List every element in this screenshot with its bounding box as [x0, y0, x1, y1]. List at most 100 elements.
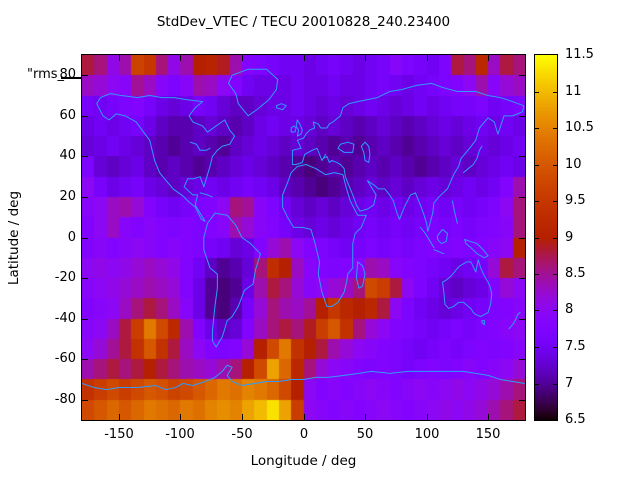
colorbar-tick-label: 8.5: [565, 266, 586, 281]
tick-mark: [242, 55, 243, 61]
tick-mark: [82, 319, 88, 320]
tick-mark: [535, 128, 539, 129]
tick-mark: [535, 384, 539, 385]
y-tick-label: 20: [59, 189, 76, 204]
tick-mark: [180, 414, 181, 420]
tick-mark: [553, 128, 557, 129]
tick-mark: [535, 310, 539, 311]
coastline-great-britain: [296, 120, 302, 136]
tick-mark: [82, 278, 88, 279]
coastline-new-zealand: [509, 313, 520, 329]
coastline-south-america: [204, 213, 261, 347]
colorbar-tick-label: 10.5: [565, 120, 594, 135]
tick-mark: [180, 55, 181, 61]
coastline-australia: [443, 260, 492, 317]
y-tick-label: -20: [54, 270, 76, 285]
x-tick-label: -100: [165, 427, 195, 442]
tick-mark: [82, 156, 88, 157]
colorbar-tick-label: 11: [565, 84, 582, 99]
tick-mark: [553, 310, 557, 311]
colorbar-tick-label: 7: [565, 376, 574, 391]
coastline-japan: [463, 146, 481, 172]
coastline-north-america: [97, 94, 235, 222]
y-tick-label: 40: [59, 148, 76, 163]
colorbar-tick-label: 9: [565, 230, 574, 245]
coastline-black-sea: [338, 142, 354, 152]
tick-mark: [553, 347, 557, 348]
colorbar-tick-label: 11.5: [565, 47, 594, 62]
tick-mark: [427, 414, 428, 420]
coastline-cuba: [200, 193, 212, 197]
tick-mark: [82, 75, 88, 76]
tick-mark: [488, 55, 489, 61]
tick-mark: [553, 384, 557, 385]
tick-mark: [519, 359, 525, 360]
tick-mark: [519, 197, 525, 198]
coastlines-overlay: [82, 55, 525, 420]
coastline-africa: [283, 165, 367, 307]
tick-mark: [535, 201, 539, 202]
colorbar-canvas: [535, 55, 557, 420]
tick-mark: [519, 238, 525, 239]
tick-mark: [82, 197, 88, 198]
tick-mark: [553, 238, 557, 239]
y-tick-label: 80: [59, 67, 76, 82]
tick-mark: [553, 165, 557, 166]
coastline-eurasia: [292, 83, 523, 231]
coastline-greenland: [228, 69, 277, 116]
tick-mark: [535, 274, 539, 275]
colorbar-tick-label: 10: [565, 157, 582, 172]
tick-mark: [519, 319, 525, 320]
x-tick-label: 100: [414, 427, 440, 442]
colorbar-tick-label: 7.5: [565, 339, 586, 354]
tick-mark: [535, 238, 539, 239]
tick-mark: [304, 55, 305, 61]
key-label: "rms_: [27, 67, 65, 82]
colorbar-tick-label: 6.5: [565, 412, 586, 427]
colorbar: [534, 54, 558, 421]
x-tick-label: 50: [356, 427, 374, 442]
chart-title: StdDev_VTEC / TECU 20010828_240.23400: [156, 14, 451, 30]
tick-mark: [535, 347, 539, 348]
y-tick-label: 0: [67, 230, 76, 245]
coastline-philippines: [452, 201, 457, 223]
x-axis-label: Longitude / deg: [250, 453, 357, 469]
y-tick-label: -80: [54, 392, 76, 407]
y-tick-label: -40: [54, 311, 76, 326]
y-axis-label: Latitude / deg: [6, 190, 22, 286]
x-tick-label: -150: [104, 427, 134, 442]
tick-mark: [519, 400, 525, 401]
tick-mark: [119, 55, 120, 61]
plot-area: [81, 54, 526, 421]
tick-mark: [119, 414, 120, 420]
tick-mark: [535, 92, 539, 93]
tick-mark: [553, 201, 557, 202]
tick-mark: [304, 414, 305, 420]
tick-mark: [535, 165, 539, 166]
coastline-new-guinea: [465, 240, 488, 258]
heatmap-canvas: [82, 55, 525, 420]
coastline-great-lakes: [190, 142, 210, 150]
coastline-sumatra: [420, 227, 434, 247]
tick-mark: [82, 359, 88, 360]
tick-mark: [82, 116, 88, 117]
tick-mark: [488, 414, 489, 420]
tick-mark: [519, 278, 525, 279]
coastline-madagascar: [356, 262, 365, 288]
x-tick-label: -50: [231, 427, 253, 442]
coastline-borneo: [438, 229, 448, 243]
x-tick-label: 0: [299, 427, 309, 442]
tick-mark: [365, 414, 366, 420]
tick-mark: [553, 274, 557, 275]
coastline-tasmania: [482, 321, 484, 325]
tick-mark: [519, 116, 525, 117]
tick-mark: [82, 238, 88, 239]
coastline-iceland: [276, 104, 286, 110]
coastline-java: [434, 250, 444, 254]
y-tick-label: -60: [54, 351, 76, 366]
tick-mark: [519, 156, 525, 157]
coastline-antarctica: [82, 365, 525, 389]
tick-mark: [242, 414, 243, 420]
tick-mark: [553, 92, 557, 93]
coastline-ireland: [291, 126, 296, 132]
